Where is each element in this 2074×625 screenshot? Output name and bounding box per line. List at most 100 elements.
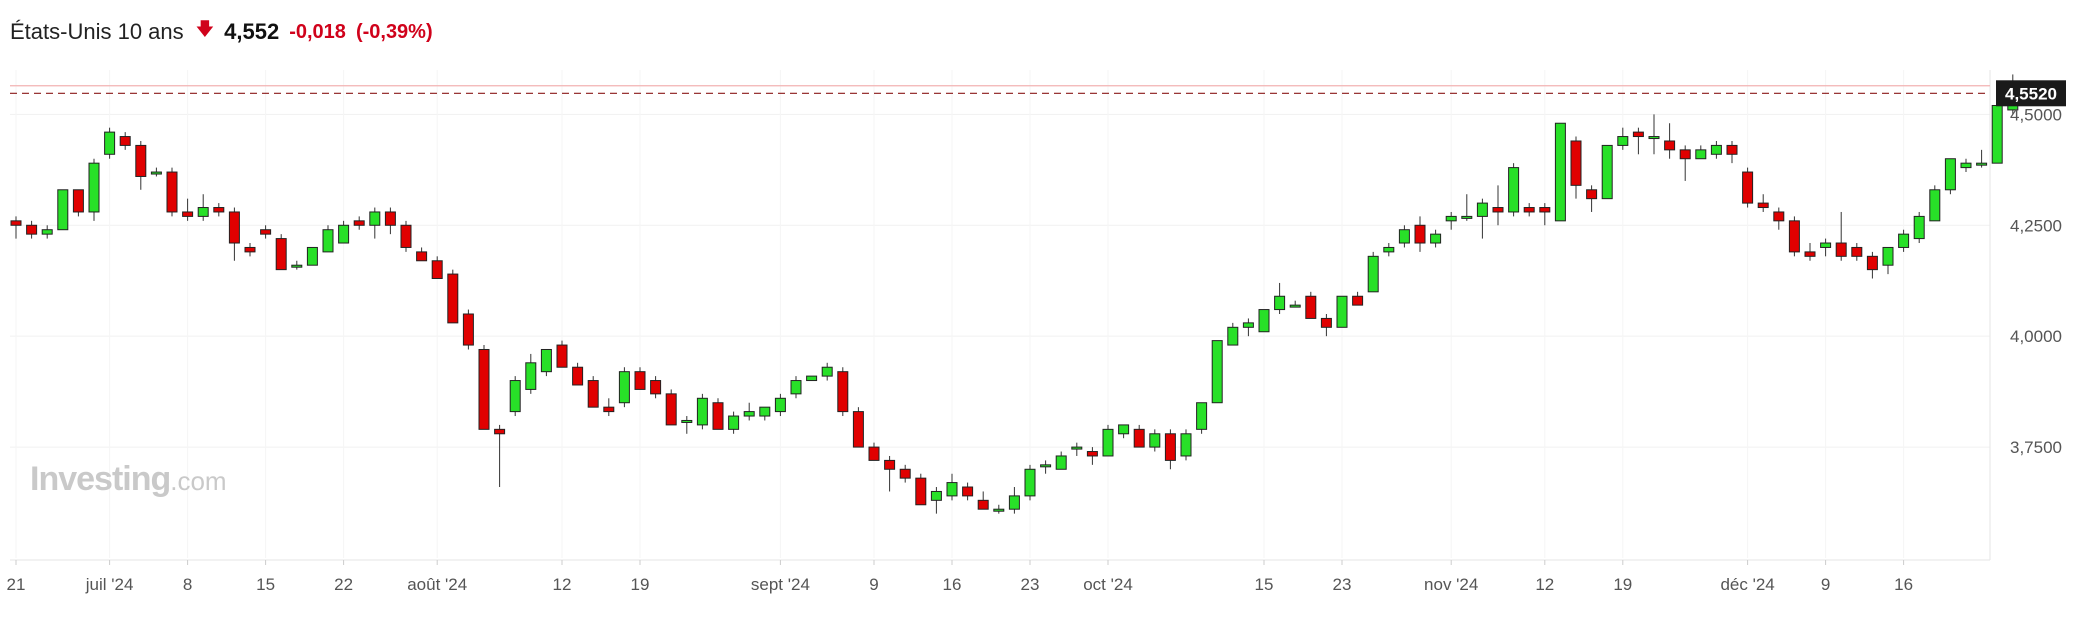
candle-body: [1180, 433, 1192, 457]
last-price-tag: 4,5520: [1996, 80, 2066, 107]
candle-body: [384, 211, 396, 226]
candle-body: [1710, 144, 1722, 155]
candle-body: [166, 171, 178, 213]
svg-text:4,5520: 4,5520: [2005, 84, 2057, 103]
candle-body: [1632, 131, 1644, 138]
candle-body: [759, 406, 771, 417]
candle-body: [400, 224, 412, 248]
candle-body: [696, 397, 708, 426]
candle-body: [806, 375, 818, 382]
candle-body: [868, 446, 880, 461]
candle-body: [1664, 140, 1676, 151]
candle-body: [1196, 402, 1208, 430]
candle-body: [1991, 104, 2003, 164]
x-tick-label: 9: [1821, 575, 1830, 594]
candle-body: [1305, 295, 1317, 319]
candle-body: [57, 189, 69, 231]
candle-body: [930, 490, 942, 501]
candle-body: [774, 397, 786, 413]
candle-body: [1398, 229, 1410, 244]
candle-body: [1773, 211, 1785, 222]
candle-body: [1227, 326, 1239, 346]
candle-body: [338, 224, 350, 244]
candle-body: [1476, 202, 1488, 217]
x-tick-label: 8: [183, 575, 192, 594]
candle-body: [1461, 215, 1473, 219]
candle-body: [1820, 242, 1832, 248]
candle-body: [1055, 455, 1067, 470]
x-tick-label: août '24: [407, 575, 467, 594]
candle-body: [1071, 446, 1083, 450]
candle-body: [1430, 233, 1442, 244]
candle-body: [618, 371, 630, 404]
candle-body: [1757, 202, 1769, 209]
candle-body: [104, 131, 116, 155]
candle-body: [837, 371, 849, 413]
candle-body: [182, 211, 194, 217]
price-change-percent: (-0,39%): [355, 20, 433, 43]
y-tick-label: 4,0000: [2010, 327, 2062, 346]
x-tick-label: sept '24: [751, 575, 810, 594]
candle-body: [1601, 144, 1613, 200]
candle-body: [712, 402, 724, 430]
candle-body: [790, 380, 802, 395]
candle-body: [946, 482, 958, 497]
candle-body: [41, 229, 53, 235]
candle-body: [260, 229, 272, 235]
candle-body: [1866, 255, 1878, 271]
candle-body: [1835, 242, 1847, 257]
candle-body: [197, 207, 209, 217]
candle-body: [26, 224, 38, 235]
candle-body: [447, 273, 459, 324]
candle-body: [1586, 189, 1598, 200]
candle-body: [1367, 255, 1379, 293]
candle-body: [1523, 207, 1535, 213]
candle-body: [603, 406, 615, 413]
candle-body: [821, 366, 833, 377]
x-tick-label: 15: [256, 575, 275, 594]
candle-body: [494, 428, 506, 435]
candle-body: [1040, 464, 1052, 468]
candle-body: [1211, 340, 1223, 404]
x-tick-label: 19: [1613, 575, 1632, 594]
candle-body: [1726, 144, 1738, 155]
instrument-header: États-Unis 10 ans 🡇 4,552 -0,018 (-0,39%…: [10, 14, 433, 50]
candle-body: [852, 411, 864, 448]
candle-body: [1960, 162, 1972, 169]
candle-body: [1133, 428, 1145, 448]
candle-body: [150, 171, 162, 175]
candle-body: [1679, 149, 1691, 160]
candle-body: [540, 348, 552, 373]
candle-body: [1274, 295, 1286, 311]
candle-body: [275, 238, 287, 271]
x-tick-label: déc '24: [1720, 575, 1774, 594]
candle-body: [525, 362, 537, 390]
x-tick-label: 16: [943, 575, 962, 594]
candle-body: [291, 264, 303, 268]
x-tick-label: 12: [1535, 575, 1554, 594]
candle-body: [213, 207, 225, 213]
candle-body: [556, 344, 568, 368]
candle-body: [1648, 136, 1660, 140]
candle-body: [1898, 233, 1910, 248]
candle-body: [1695, 149, 1707, 160]
candle-body: [728, 415, 740, 430]
x-tick-label: 23: [1333, 575, 1352, 594]
candle-body: [1118, 424, 1130, 435]
candle-body: [1086, 451, 1098, 457]
candle-body: [1258, 309, 1270, 333]
investing-logo: Investing.com: [30, 460, 227, 498]
candle-body: [1492, 207, 1504, 213]
x-tick-label: 15: [1255, 575, 1274, 594]
candle-body: [993, 508, 1005, 512]
x-tick-label: 16: [1894, 575, 1913, 594]
candle-body: [1102, 428, 1114, 457]
x-tick-label: 12: [553, 575, 572, 594]
candle-body: [509, 380, 521, 413]
candle-body: [1788, 220, 1800, 253]
candle-body: [1320, 317, 1332, 328]
candle-body: [1445, 215, 1457, 222]
candle-body: [587, 380, 599, 408]
candle-body: [1149, 433, 1161, 448]
